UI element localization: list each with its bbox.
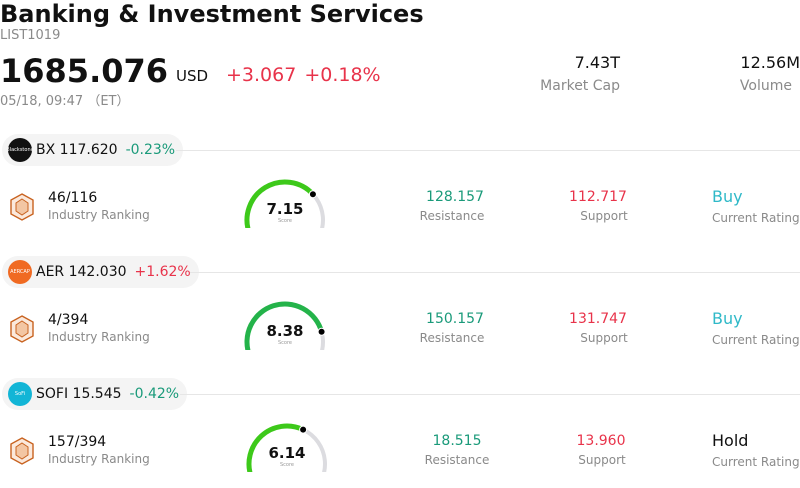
support-value: 112.717 <box>569 189 627 205</box>
score-gauge <box>246 423 327 472</box>
gauge-pointer <box>299 425 308 434</box>
index-price: 1685.076 <box>0 52 169 90</box>
score-gauge <box>244 179 325 228</box>
stock-ticker: SOFI 15.545 <box>36 386 122 402</box>
current-rating-label: Current Rating <box>712 333 800 347</box>
stock-ticker: AER 142.030 <box>36 264 127 280</box>
score-value: 8.38 <box>266 322 304 340</box>
current-rating-value: Buy <box>712 187 743 206</box>
score-value: 6.14 <box>268 444 306 462</box>
current-rating-label: Current Rating <box>712 211 800 225</box>
score-gauge <box>244 301 326 350</box>
support-value: 131.747 <box>569 311 627 327</box>
gauge-fill <box>244 301 325 350</box>
resistance-label: Resistance <box>424 453 490 467</box>
change-absolute: +3.067 <box>226 64 297 86</box>
score-caption: Score <box>277 340 292 346</box>
change-percent: +0.18% <box>304 64 381 86</box>
hexagon-rank-icon <box>10 315 34 343</box>
industry-rank-value: 4/394 <box>48 312 89 328</box>
support-label: Support <box>580 209 628 223</box>
row-divider <box>180 394 800 395</box>
company-logo: Blackstone <box>8 138 32 162</box>
stock-chip-0[interactable]: Blackstone BX 117.620 -0.23% <box>2 134 184 166</box>
resistance-label: Resistance <box>419 331 485 345</box>
currency-label: USD <box>176 67 209 85</box>
score-caption: Score <box>277 218 292 224</box>
gauge-pointer <box>317 327 326 336</box>
stock-change-percent: +1.62% <box>134 264 191 280</box>
hexagon-rank-icon <box>10 193 34 221</box>
industry-rank-label: Industry Ranking <box>48 330 150 344</box>
page-title: Banking & Investment Services <box>0 0 424 28</box>
volume-label: Volume <box>739 78 792 94</box>
resistance-value: 128.157 <box>426 189 484 205</box>
support-label: Support <box>580 331 628 345</box>
row-divider <box>176 150 800 151</box>
industry-rank-label: Industry Ranking <box>48 208 150 222</box>
stock-change-percent: -0.23% <box>125 142 176 158</box>
industry-rank-value: 157/394 <box>48 434 107 450</box>
list-code: LIST1019 <box>0 28 61 43</box>
current-rating-value: Hold <box>712 431 749 450</box>
current-rating-label: Current Rating <box>712 455 800 469</box>
current-rating-value: Buy <box>712 309 743 328</box>
score-value: 7.15 <box>266 200 304 218</box>
stock-chip-1[interactable]: AERCAP AER 142.030 +1.62% <box>2 256 199 288</box>
resistance-label: Resistance <box>419 209 485 223</box>
company-logo: AERCAP <box>8 260 32 284</box>
stock-chip-2[interactable]: SoFi SOFI 15.545 -0.42% <box>2 378 188 410</box>
gauge-fill <box>246 423 306 472</box>
gauge-fill <box>244 179 316 228</box>
industry-rank-value: 46/116 <box>48 190 98 206</box>
index-change: +3.067 +0.18% <box>226 64 389 86</box>
support-value: 13.960 <box>576 433 626 449</box>
resistance-value: 18.515 <box>432 433 482 449</box>
support-label: Support <box>578 453 626 467</box>
market-cap-label: Market Cap <box>540 78 620 94</box>
gauge-pointer <box>308 190 317 199</box>
score-caption: Score <box>279 462 294 468</box>
timestamp: 05/18, 09:47 （ET） <box>0 94 130 109</box>
resistance-value: 150.157 <box>426 311 484 327</box>
hexagon-rank-icon <box>10 437 34 465</box>
stock-change-percent: -0.42% <box>129 386 180 402</box>
volume-value: 12.56M <box>740 53 800 72</box>
stock-ticker: BX 117.620 <box>36 142 118 158</box>
row-divider <box>190 272 800 273</box>
industry-rank-label: Industry Ranking <box>48 452 150 466</box>
company-logo: SoFi <box>8 382 32 406</box>
market-cap-value: 7.43T <box>574 53 620 72</box>
